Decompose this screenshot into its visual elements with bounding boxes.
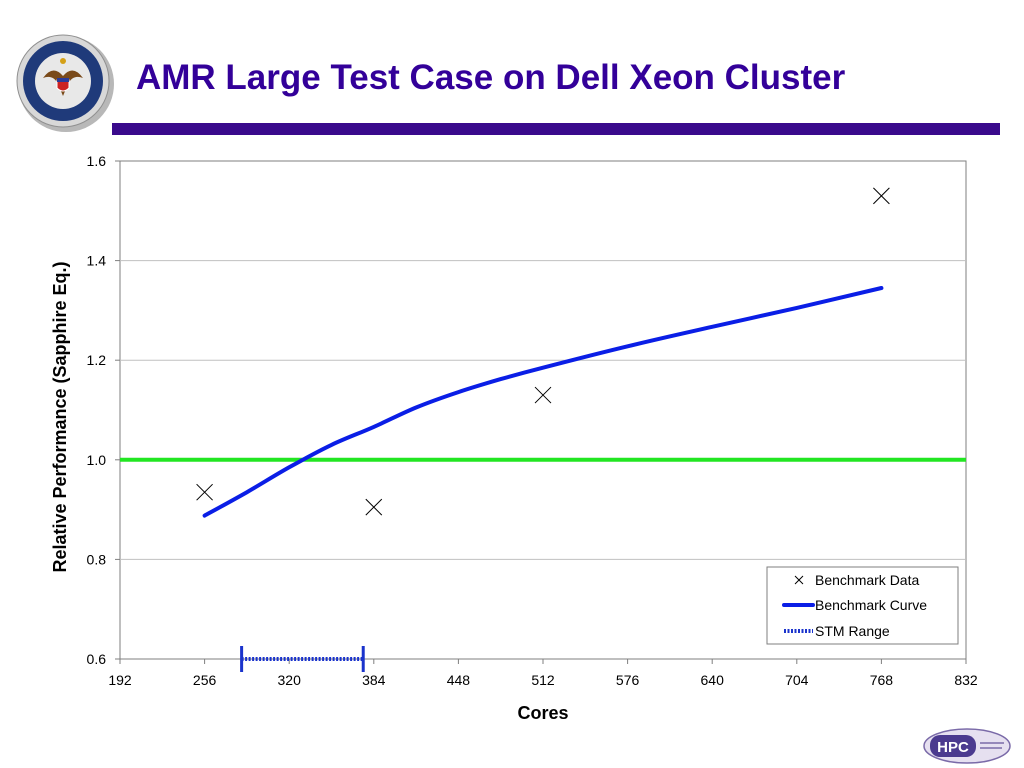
benchmark-data-point (873, 187, 890, 205)
stm-range (240, 646, 365, 672)
benchmark-data-point (365, 498, 383, 516)
benchmark-curve-line (202, 286, 884, 518)
x-tick-label: 320 (278, 672, 302, 688)
svg-text:HPC: HPC (937, 739, 969, 756)
legend-label-benchmark-data: Benchmark Data (815, 572, 919, 588)
y-tick-labels: 0.6 0.8 1.0 1.2 1.4 1.6 (87, 153, 107, 667)
y-tick-label: 1.0 (87, 452, 107, 468)
y-axis-label: Relative Performance (Sapphire Eq.) (50, 261, 70, 572)
benchmark-data-point (534, 386, 552, 404)
legend-label-benchmark-curve: Benchmark Curve (815, 597, 927, 613)
marker-stroke (196, 483, 213, 501)
x-tick-label: 832 (954, 672, 978, 688)
y-tick-label: 0.6 (87, 651, 107, 667)
legend-marker-benchmark-data (794, 575, 804, 585)
axis-ticks (115, 160, 967, 664)
slide-title: AMR Large Test Case on Dell Xeon Cluster (136, 58, 846, 97)
x-tick-labels: 192 256 320 384 448 512 576 640 704 768 832 (108, 672, 978, 688)
x-tick-label: 448 (447, 672, 471, 688)
hpc-logo: HPC (923, 728, 1011, 764)
benchmark-data-point (196, 483, 213, 501)
marker-stroke (873, 187, 890, 205)
y-tick-label: 1.6 (87, 153, 107, 169)
x-tick-label: 768 (870, 672, 894, 688)
dod-seal (16, 34, 114, 132)
x-tick-label: 576 (616, 672, 640, 688)
benchmark-data-markers (196, 187, 890, 516)
legend-label-stm-range: STM Range (815, 623, 890, 639)
x-tick-label: 192 (108, 672, 132, 688)
x-axis-label: Cores (517, 703, 568, 723)
y-tick-label: 1.4 (87, 253, 107, 269)
y-tick-label: 1.2 (87, 352, 107, 368)
x-tick-label: 704 (785, 672, 809, 688)
marker-stroke (534, 386, 552, 404)
title-rule (112, 123, 1000, 135)
x-tick-label: 256 (193, 672, 217, 688)
x-tick-label: 512 (531, 672, 555, 688)
y-tick-label: 0.8 (87, 551, 107, 567)
legend: Benchmark Data Benchmark Curve STM Range (766, 566, 959, 645)
marker-stroke (365, 498, 383, 516)
x-tick-label: 640 (701, 672, 725, 688)
x-tick-label: 384 (362, 672, 386, 688)
